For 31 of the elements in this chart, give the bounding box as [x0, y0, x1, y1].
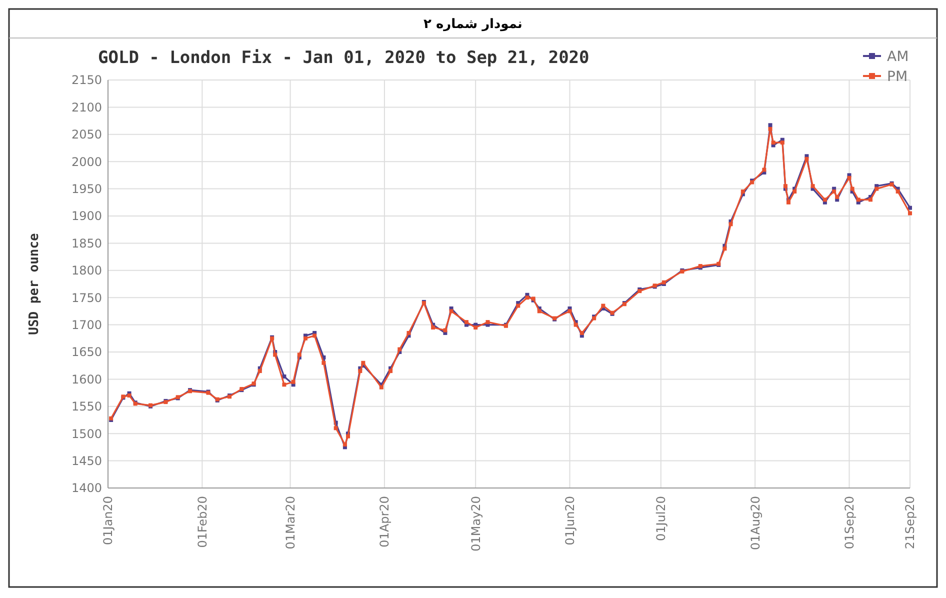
x-tick-label: 01Jan20	[101, 496, 116, 546]
x-tick-label: 01May20	[468, 496, 483, 552]
y-tick-label: 1750	[71, 290, 102, 305]
x-tick-label: 01Jul20	[654, 496, 668, 542]
y-tick-label: 1800	[71, 264, 102, 278]
chart-title: نمودار شماره ۲	[424, 17, 522, 32]
y-tick-label: 1450	[71, 454, 102, 468]
y-tick-label: 1650	[71, 345, 102, 360]
x-tick-label: 01Sep20	[842, 496, 856, 550]
legend-label: AM	[887, 48, 909, 65]
y-tick-label: 1900	[71, 209, 102, 224]
legend-label: PM	[887, 68, 908, 85]
y-tick-label: 1600	[71, 372, 102, 386]
chart-subtitle: GOLD - London Fix - Jan 01, 2020 to Sep 21, 2020	[98, 48, 590, 68]
y-tick-label: 2100	[71, 100, 102, 114]
y-tick-label: 2050	[71, 128, 102, 142]
x-tick-label: 01Feb20	[195, 496, 210, 548]
y-tick-label: 1850	[71, 236, 102, 250]
y-tick-label: 2150	[71, 73, 102, 88]
x-tick-label: 01Aug20	[748, 496, 762, 550]
y-tick-label: 1550	[71, 400, 102, 414]
y-tick-label: 1700	[71, 318, 102, 332]
y-tick-label: 1400	[71, 481, 102, 496]
x-tick-label: 01Jun20	[562, 496, 577, 546]
y-tick-label: 1950	[71, 182, 102, 196]
x-tick-label: 01Mar20	[283, 496, 298, 550]
y-tick-label: 1500	[71, 426, 102, 441]
x-tick-label: 01Apr20	[378, 496, 392, 548]
y-axis-title: USD per ounce	[27, 232, 42, 335]
x-tick-label: 21Sep20	[903, 496, 918, 550]
y-tick-label: 2000	[71, 154, 102, 169]
